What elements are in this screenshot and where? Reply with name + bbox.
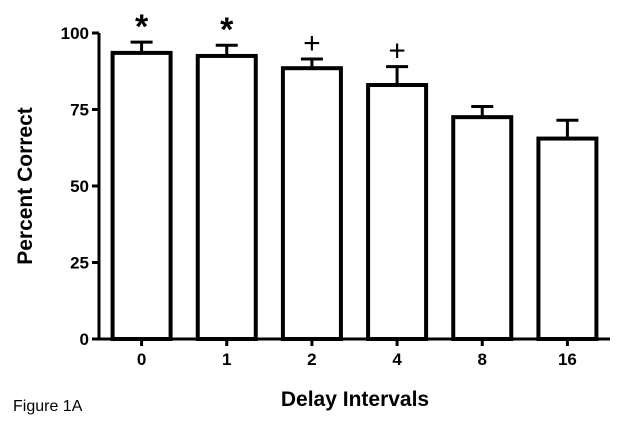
- y-tick-label-25: 25: [70, 254, 89, 273]
- x-tick-label-4: 4: [392, 350, 402, 369]
- bar-2: [280, 66, 343, 341]
- y-axis-title: Percent Correct: [14, 107, 37, 265]
- figure-caption: Figure 1A: [13, 398, 83, 415]
- bar-8: [451, 115, 514, 342]
- x-tick-label-1: 1: [222, 350, 231, 369]
- significance-marker-4: +: [388, 35, 406, 68]
- y-tick-label-0: 0: [80, 330, 89, 349]
- x-tick-label-8: 8: [478, 350, 487, 369]
- significance-marker-2: +: [303, 27, 321, 60]
- bar-1: [195, 53, 258, 341]
- y-tick-label-100: 100: [61, 24, 89, 43]
- significance-marker-0: *: [135, 8, 149, 46]
- bar-16: [536, 136, 599, 341]
- bar-0: [110, 50, 173, 341]
- significance-marker-1: *: [220, 11, 234, 49]
- x-tick-label-0: 0: [137, 350, 146, 369]
- x-tick-label-2: 2: [307, 350, 316, 369]
- x-tick-label-16: 16: [558, 350, 577, 369]
- y-tick-label-75: 75: [70, 101, 89, 120]
- bar-4: [366, 83, 429, 341]
- y-tick-label-50: 50: [70, 177, 89, 196]
- x-axis-title: Delay Intervals: [281, 388, 429, 411]
